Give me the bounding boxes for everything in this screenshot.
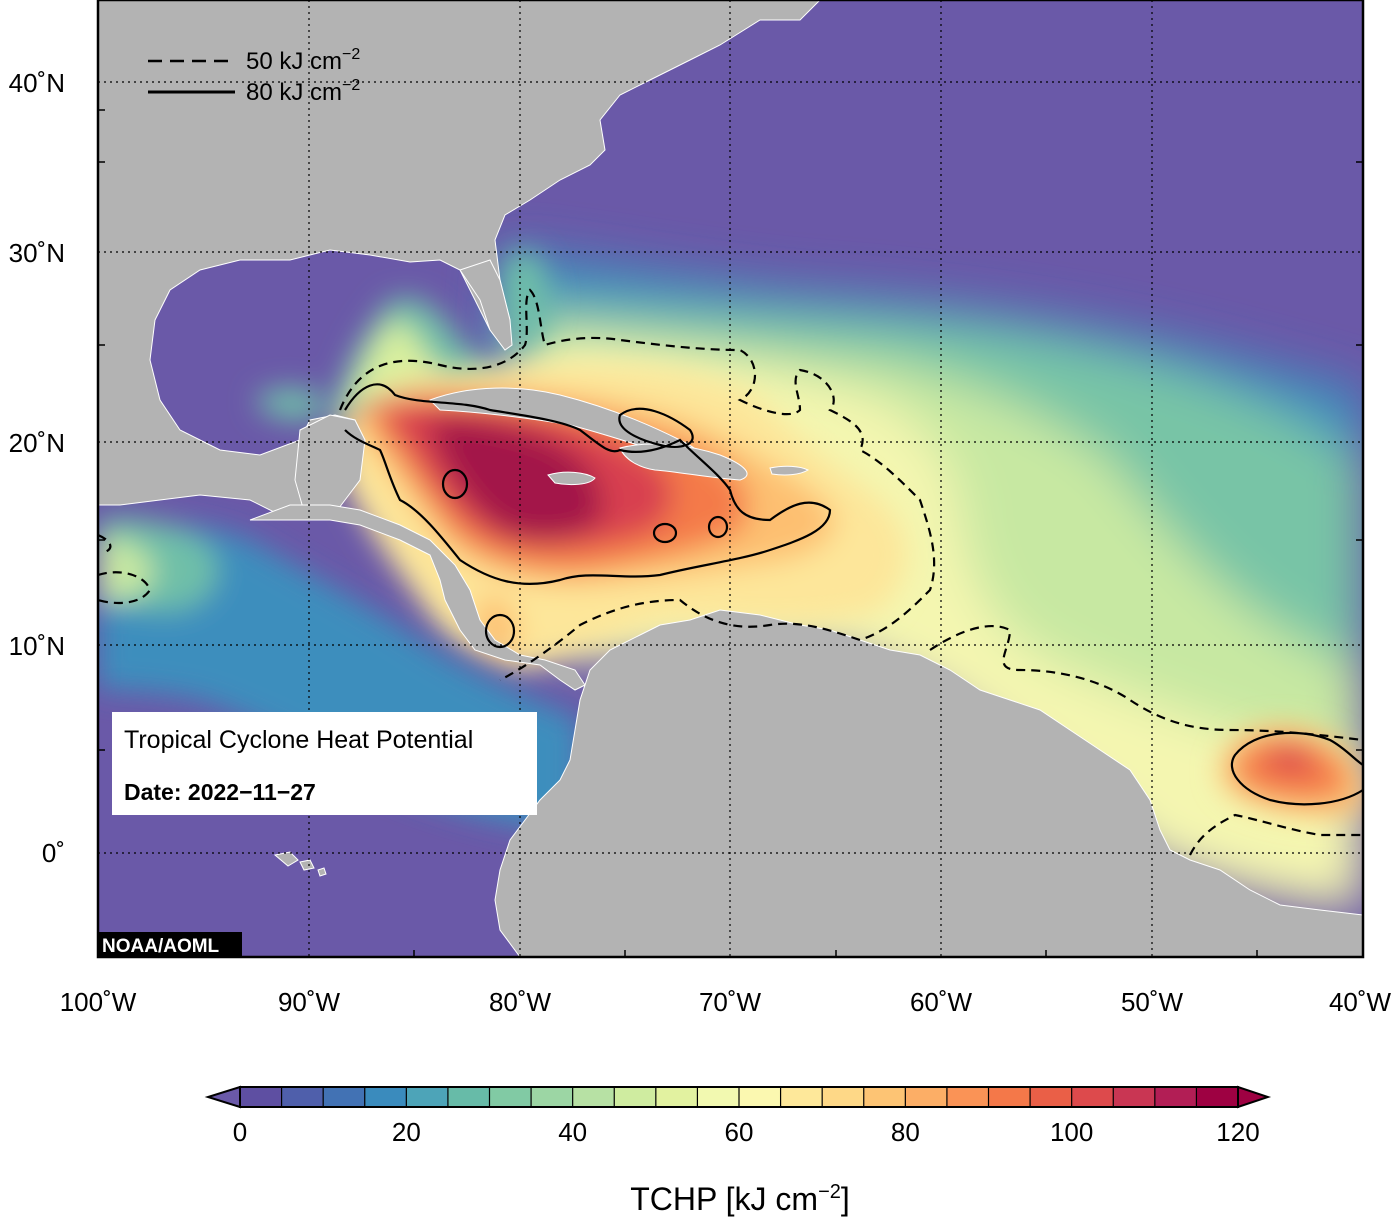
- credit-background: [98, 932, 242, 957]
- colorbar-cell: [1113, 1087, 1156, 1107]
- colorbar-cell: [988, 1087, 1031, 1107]
- colorbar-cell: [1071, 1087, 1114, 1107]
- contour-50-south: [1189, 813, 1363, 856]
- y-axis-labels: 0˚ 10˚N 20˚N 30˚N 40˚N: [9, 68, 65, 868]
- colorbar-tick-label: 120: [1216, 1117, 1259, 1147]
- colorbar-cell: [697, 1087, 740, 1107]
- info-box-title: Tropical Cyclone Heat Potential: [124, 726, 473, 754]
- colorbar-cell: [1030, 1087, 1073, 1107]
- contour-80-main: [344, 383, 832, 586]
- colorbar-cell: [822, 1087, 865, 1107]
- colorbar: 0 20 40 60 80 100 120 TCHP [kJ cm−2]: [204, 1085, 1272, 1217]
- colorbar-cell: [531, 1087, 574, 1107]
- x-axis-labels: 100˚W 90˚W 80˚W 70˚W 60˚W 50˚W 40˚W: [60, 987, 1392, 1017]
- colorbar-min-arrow: [204, 1085, 241, 1109]
- contour-legend: 50 kJ cm−2 80 kJ cm−2: [148, 46, 360, 106]
- colorbar-ticks: 0 20 40 60 80 100 120: [233, 1087, 1260, 1147]
- colorbar-cell: [780, 1087, 823, 1107]
- colorbar-tick-label: 20: [392, 1117, 421, 1147]
- colorbar-cell: [863, 1087, 906, 1107]
- x-tick-80w: 80˚W: [489, 987, 552, 1017]
- contour-50-pacific: [98, 571, 152, 605]
- colorbar-cell: [364, 1087, 407, 1107]
- colorbar-title: TCHP [kJ cm−2]: [630, 1181, 850, 1217]
- contour-50-atlantic: [929, 625, 1363, 742]
- x-tick-70w: 70˚W: [699, 987, 762, 1017]
- colorbar-tick-label: 80: [891, 1117, 920, 1147]
- y-tick-10n: 10˚N: [9, 631, 65, 661]
- colorbar-cell: [572, 1087, 615, 1107]
- x-tick-40w: 40˚W: [1329, 987, 1392, 1017]
- colorbar-cell: [946, 1087, 989, 1107]
- contour-50-pacific-b: [98, 533, 112, 554]
- yucatan-land: [294, 414, 366, 521]
- y-tick-40n: 40˚N: [9, 68, 65, 98]
- x-tick-50w: 50˚W: [1121, 987, 1184, 1017]
- contour-80-loop-c: [707, 515, 729, 539]
- contour-80-loop-e: [484, 613, 516, 649]
- info-box: Tropical Cyclone Heat Potential Date: 20…: [112, 712, 537, 815]
- contour-80-loop-b: [652, 522, 678, 544]
- colorbar-tick-label: 40: [558, 1117, 587, 1147]
- x-tick-90w: 90˚W: [278, 987, 341, 1017]
- contour-80-east: [1230, 731, 1363, 806]
- florida-land: [459, 259, 513, 351]
- y-tick-30n: 30˚N: [9, 238, 65, 268]
- colorbar-cell: [739, 1087, 782, 1107]
- credit-badge: NOAA/AOML: [98, 932, 242, 957]
- contour-80-loop-a: [441, 468, 469, 500]
- y-tick-0: 0˚: [42, 838, 65, 868]
- colorbar-cell: [447, 1087, 490, 1107]
- gridlines: [98, 0, 1363, 957]
- contour-80-loop-d: [618, 407, 694, 448]
- jamaica-land: [547, 471, 596, 486]
- colorbar-cell: [323, 1087, 366, 1107]
- south-america-land: [494, 609, 1363, 957]
- colorbar-cell: [614, 1087, 657, 1107]
- map-frame: [96, 0, 1365, 959]
- contour-lines: [98, 288, 1363, 856]
- legend-solid-label: 80 kJ cm−2: [246, 77, 360, 106]
- colorbar-tick-label: 0: [233, 1117, 247, 1147]
- puerto-rico-land: [769, 465, 810, 476]
- colorbar-cells: [240, 1087, 1239, 1107]
- colorbar-cell: [1154, 1087, 1197, 1107]
- map-area: [98, 0, 1363, 957]
- colorbar-cell: [489, 1087, 532, 1107]
- land-masses: [98, 0, 1363, 957]
- info-box-date: Date: 2022−11−27: [124, 779, 316, 805]
- legend-dashed-label: 50 kJ cm−2: [246, 46, 360, 75]
- colorbar-max-arrow: [1237, 1085, 1272, 1109]
- central-america-land: [249, 504, 586, 691]
- colorbar-cell: [1196, 1087, 1239, 1107]
- x-tick-60w: 60˚W: [910, 987, 973, 1017]
- info-box-background: [112, 712, 537, 815]
- x-tick-100w: 100˚W: [60, 987, 137, 1017]
- colorbar-cell: [655, 1087, 698, 1107]
- y-tick-20n: 20˚N: [9, 428, 65, 458]
- colorbar-cell: [281, 1087, 324, 1107]
- credit-text: NOAA/AOML: [102, 936, 220, 957]
- colorbar-tick-label: 60: [725, 1117, 754, 1147]
- colorbar-cell: [905, 1087, 948, 1107]
- colorbar-cell: [240, 1087, 283, 1107]
- colorbar-tick-label: 100: [1050, 1117, 1093, 1147]
- colorbar-cell: [406, 1087, 449, 1107]
